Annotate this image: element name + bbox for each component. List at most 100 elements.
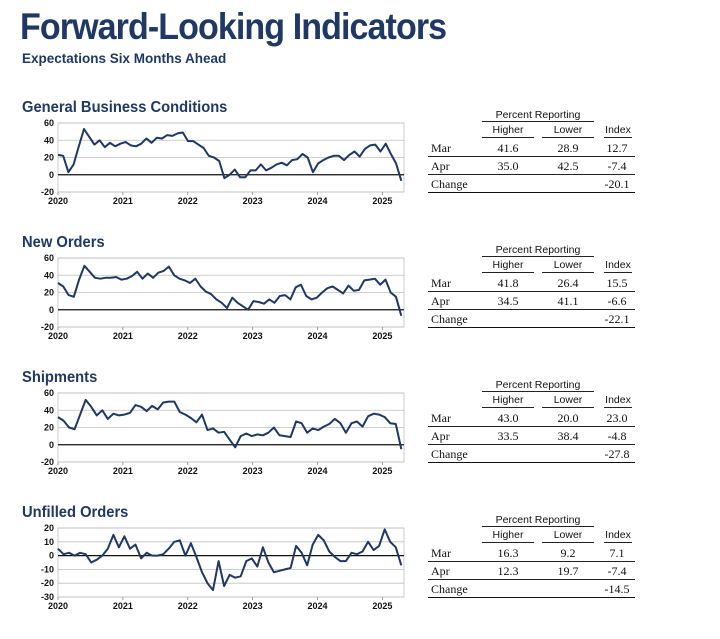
plot-area [57,527,405,598]
x-tick-label: 2025 [372,466,392,476]
percent-reporting-header: Percent Reporting [495,379,581,391]
x-tick-label: 2024 [307,601,327,611]
header-rule [604,407,632,408]
plot-area [57,392,405,463]
y-tick-label: 0 [49,551,54,561]
cell-index-mar: 23.0 [606,411,628,425]
header-rule [482,256,594,257]
x-tick-label: 2024 [307,466,327,476]
y-tick-label: 60 [44,253,54,263]
chart-title: General Business Conditions [22,99,228,116]
percent-reporting-header: Percent Reporting [495,109,581,121]
cell-index-mar: 7.1 [609,546,625,560]
line-chart: -20 0 20 40 60 2020 2021 2022 2023 2024 2025 [41,253,405,341]
x-tick-label: 2023 [243,601,263,611]
y-tick-label: 20 [44,523,54,533]
x-tick-label: 2021 [113,601,133,611]
row-label-mar: Mar [431,411,451,425]
x-tick-label: 2020 [48,331,68,341]
cell-higher-mar: 41.8 [497,276,519,290]
x-tick-label: 2021 [113,466,133,476]
cell-higher-apr: 35.0 [497,159,519,173]
y-tick-label: 60 [44,388,54,398]
y-tick-label: 0 [49,305,54,315]
header-rule [482,137,534,138]
y-tick-label: -20 [41,578,54,588]
row-label-apr: Apr [431,294,450,308]
y-tick-label: -20 [41,457,54,467]
stats-table: Percent Reporting Higher Lower Index Mar 41.8… [428,234,635,328]
series-line [57,128,403,182]
cell-lower-mar: 28.9 [557,141,579,155]
header-rule [542,137,594,138]
cell-higher-mar: 41.6 [497,141,519,155]
cell-lower-apr: 42.5 [557,159,579,173]
plot-area [57,122,405,193]
cell-index-apr: -7.4 [607,159,627,173]
lower-column-header: Lower [553,529,583,541]
x-tick-label: 2025 [372,196,392,206]
chart-title: Shipments [22,369,98,386]
x-tick-label: 2025 [372,331,392,341]
header-rule [482,526,594,527]
row-label-mar: Mar [431,276,451,290]
panel-new-orders: New Orders -20 0 20 40 60 2020 2021 2022 2023 2024… [0,234,720,369]
row-rule [428,156,635,157]
x-tick-label: 2022 [178,601,198,611]
index-column-header: Index [605,124,631,136]
higher-column-header: Higher [492,394,524,406]
header-rule [482,542,534,543]
chart-title: Unfilled Orders [22,504,129,521]
x-tick-label: 2023 [243,466,263,476]
index-column-header: Index [605,394,631,406]
cell-index-change: -22.1 [604,312,630,326]
page-subtitle: Expectations Six Months Ahead [22,51,227,66]
cell-lower-apr: 19.7 [557,564,579,578]
cell-index-change: -14.5 [604,582,630,596]
index-column-header: Index [605,529,631,541]
x-tick-label: 2021 [113,331,133,341]
cell-index-change: -20.1 [604,177,630,191]
line-chart: -20 0 20 40 60 2020 2021 2022 2023 2024 2025 [41,388,405,476]
cell-index-change: -27.8 [604,447,630,461]
x-tick-label: 2020 [48,466,68,476]
stats-table: Percent Reporting Higher Lower Index Mar 16.3… [428,504,635,598]
line-chart: -20 0 20 40 60 2020 2021 2022 2023 2024 2025 [41,118,405,206]
y-tick-label: 20 [44,288,54,298]
higher-column-header: Higher [492,124,524,136]
cell-lower-mar: 9.2 [560,546,576,560]
cell-index-mar: 12.7 [606,141,628,155]
panel-general-business-conditions: General Business Conditions -20 0 20 40 60 202… [0,99,720,234]
y-tick-label: 60 [44,118,54,128]
row-rule [428,309,635,310]
panel-unfilled-orders: Unfilled Orders -30 -20 -10 0 10 20 2020 2021 202… [0,504,720,639]
percent-reporting-header: Percent Reporting [495,514,581,526]
header-rule [482,272,534,273]
table-bottom-rule [428,192,635,193]
y-tick-label: 40 [44,270,54,280]
header-rule [542,272,594,273]
x-tick-label: 2020 [48,601,68,611]
header-rule [482,121,594,122]
header-rule [542,542,594,543]
x-tick-label: 2023 [243,331,263,341]
higher-column-header: Higher [492,529,524,541]
y-tick-label: -30 [41,592,54,602]
row-label-apr: Apr [431,564,450,578]
table-bottom-rule [428,597,635,598]
cell-index-apr: -4.8 [607,429,627,443]
cell-lower-apr: 38.4 [557,429,579,443]
cell-higher-apr: 34.5 [497,294,519,308]
x-tick-label: 2022 [178,466,198,476]
y-tick-label: 40 [44,405,54,415]
series-line [57,398,403,450]
higher-column-header: Higher [492,259,524,271]
row-label-mar: Mar [431,141,451,155]
row-rule [428,291,635,292]
page-title: Forward-Looking Indicators [20,6,447,47]
row-label-apr: Apr [431,159,450,173]
y-tick-label: -20 [41,322,54,332]
header-rule [604,272,632,273]
cell-higher-mar: 16.3 [497,546,519,560]
